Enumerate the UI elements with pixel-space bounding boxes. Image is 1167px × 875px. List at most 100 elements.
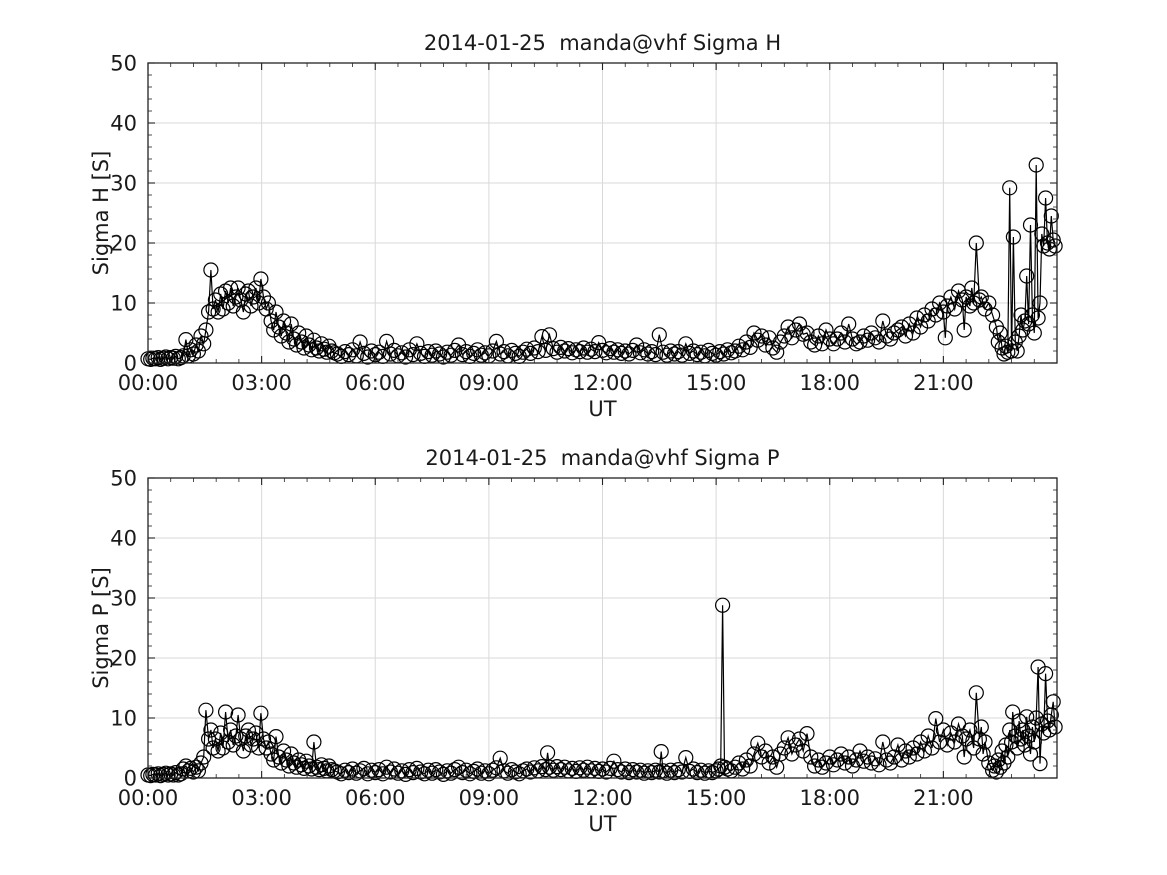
- data-point-marker: [753, 328, 770, 344]
- data-point-marker: [248, 280, 264, 296]
- data-point-marker: [160, 767, 176, 783]
- data-point-marker: [833, 746, 849, 762]
- data-point-marker: [435, 349, 451, 365]
- data-point-marker: [968, 685, 984, 701]
- data-point-marker: [958, 731, 974, 747]
- y-tick-label: 10: [110, 707, 137, 731]
- data-point-marker: [371, 761, 387, 778]
- data-point-marker: [248, 725, 264, 741]
- data-point-marker: [984, 307, 1001, 323]
- data-point-marker: [856, 328, 872, 344]
- data-point-marker: [803, 334, 819, 350]
- data-point-marker: [844, 331, 861, 347]
- data-point-marker: [405, 347, 421, 363]
- y-axis-label-sigma-p: Sigma P [S]: [89, 567, 113, 689]
- x-axis-label-ut-bottom: UT: [588, 812, 617, 836]
- data-point-marker: [727, 343, 743, 359]
- data-point-marker: [610, 342, 626, 358]
- data-point-marker: [255, 289, 272, 305]
- x-tick-label: 18:00: [799, 371, 860, 395]
- data-point-marker: [806, 337, 823, 353]
- data-point-marker: [541, 327, 558, 343]
- data-point-marker: [750, 735, 766, 751]
- data-point-marker: [625, 761, 641, 778]
- data-point-marker: [420, 344, 436, 360]
- data-point-marker: [519, 341, 535, 357]
- data-point-marker: [697, 765, 713, 781]
- data-point-marker: [937, 330, 953, 346]
- data-point-marker: [606, 344, 622, 360]
- data-point-marker: [947, 301, 963, 317]
- data-point-marker: [814, 759, 830, 775]
- data-point-marker: [939, 737, 955, 753]
- data-point-marker: [644, 344, 660, 360]
- data-point-marker: [909, 746, 925, 762]
- data-point-marker: [321, 758, 337, 774]
- data-point-marker: [636, 765, 652, 781]
- data-point-marker: [859, 332, 876, 348]
- data-point-marker: [203, 262, 219, 278]
- data-point-marker: [266, 322, 282, 338]
- data-point-marker: [276, 743, 292, 759]
- data-point-marker: [776, 740, 792, 756]
- data-point-marker: [401, 761, 417, 778]
- data-point-marker: [341, 347, 357, 363]
- data-point-marker: [205, 740, 221, 756]
- data-point-marker: [160, 351, 176, 367]
- data-point-marker: [886, 325, 902, 341]
- data-point-marker: [198, 702, 214, 718]
- data-point-marker: [606, 753, 622, 769]
- data-point-marker: [1000, 749, 1016, 765]
- data-point-marker: [975, 746, 991, 762]
- data-point-marker: [188, 759, 204, 775]
- data-point-marker: [795, 743, 811, 759]
- data-point-marker: [296, 340, 312, 356]
- data-point-marker: [223, 722, 239, 738]
- data-point-marker: [511, 766, 527, 782]
- data-point-marker: [575, 340, 592, 356]
- data-point-marker: [727, 759, 743, 775]
- data-point-marker: [235, 304, 251, 320]
- data-point-marker: [329, 346, 345, 362]
- data-point-marker: [507, 345, 524, 361]
- y-tick-label: 40: [110, 112, 137, 136]
- data-point-marker: [791, 731, 808, 747]
- data-point-marker: [928, 307, 944, 323]
- data-point-marker: [689, 764, 705, 781]
- y-tick-label: 50: [110, 52, 137, 76]
- data-point-marker: [564, 760, 580, 777]
- data-point-marker: [1009, 740, 1025, 756]
- x-tick-label: 06:00: [345, 371, 406, 395]
- data-point-marker: [306, 734, 322, 750]
- data-point-marker: [439, 344, 455, 360]
- data-point-marker: [625, 342, 641, 358]
- data-point-marker: [210, 743, 226, 759]
- data-point-marker: [602, 760, 618, 777]
- data-point-marker: [663, 343, 679, 359]
- data-point-marker: [901, 749, 917, 765]
- data-point-marker: [273, 755, 289, 771]
- data-point-marker: [454, 764, 470, 781]
- data-point-marker: [541, 759, 558, 775]
- data-point-marker: [1032, 295, 1048, 311]
- data-point-marker: [539, 745, 556, 761]
- x-tick-label: 06:00: [345, 786, 406, 810]
- data-point-marker: [909, 310, 925, 326]
- data-point-marker: [183, 760, 199, 777]
- data-point-marker: [266, 752, 282, 768]
- data-point-marker: [308, 340, 325, 356]
- data-point-marker: [863, 755, 880, 771]
- data-point-marker: [742, 758, 758, 774]
- data-point-marker: [255, 731, 272, 747]
- data-point-marker: [852, 743, 868, 759]
- data-point-marker: [1009, 343, 1025, 359]
- data-point-marker: [526, 340, 542, 356]
- data-point-marker: [871, 334, 887, 350]
- data-point-marker: [394, 345, 410, 361]
- data-point-marker: [281, 334, 297, 350]
- data-point-marker: [746, 325, 762, 341]
- data-point-marker: [653, 743, 669, 760]
- data-point-marker: [780, 319, 796, 335]
- data-point-marker: [215, 301, 231, 317]
- data-point-marker: [964, 280, 980, 296]
